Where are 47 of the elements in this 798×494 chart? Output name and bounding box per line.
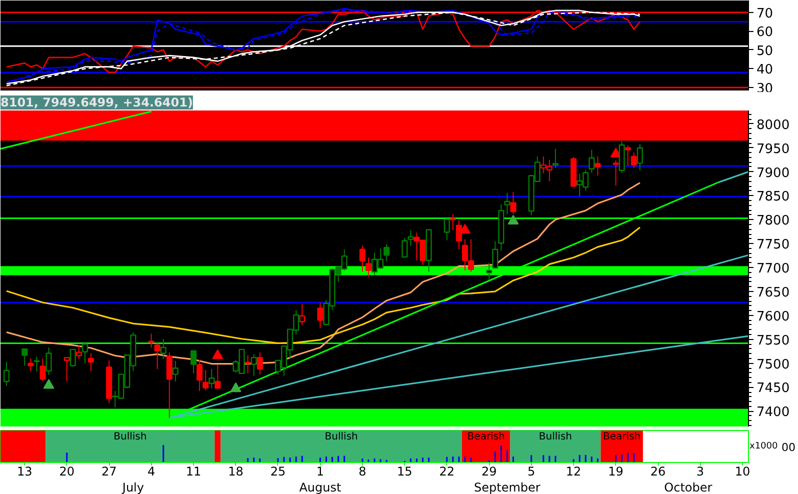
y-tick-label: 7800: [756, 214, 790, 229]
x2-tick-label: July: [121, 480, 144, 494]
x-tick-label: 26: [650, 464, 666, 478]
y-tick-label: 7600: [756, 309, 790, 324]
x-tick-label: 10: [734, 464, 750, 478]
y-tick-label: 7700: [756, 262, 790, 277]
x-tick-label: 1: [316, 464, 324, 478]
y-tick-label: 7650: [756, 285, 790, 300]
y-tick-label: 8000: [756, 118, 790, 133]
x-tick-label: 27: [101, 464, 117, 478]
x-tick-label: 4: [147, 464, 156, 478]
x-tick-label: 12: [566, 464, 582, 478]
y-tick-label: 7500: [756, 357, 790, 372]
x2-tick-label: October: [664, 480, 712, 494]
x-tick-label: 29: [481, 464, 497, 478]
x2-tick-label: August: [299, 480, 342, 494]
text: 00: [782, 441, 796, 454]
x-tick-label: 25: [270, 464, 286, 478]
band-label: Bearish: [603, 431, 641, 442]
chart-title: 8101, 7949.6499, +34.6401): [0, 96, 193, 110]
band-label: Bearish: [467, 431, 505, 442]
y-tick-label: 7950: [756, 142, 790, 157]
y-tick-label: 7400: [756, 405, 790, 420]
y-tick-label: 7900: [756, 166, 790, 181]
y-tick-label: 70: [756, 6, 774, 22]
band-label: Bullish: [324, 431, 358, 442]
y-axis-title: x1000: [750, 442, 778, 452]
x-tick-label: 13: [16, 464, 32, 478]
x-tick-label: 11: [186, 464, 202, 478]
x-tick-label: 20: [59, 464, 74, 478]
x-tick-label: 15: [397, 464, 412, 478]
y-tick-label: 40: [756, 62, 774, 78]
x2-tick-label: September: [474, 480, 540, 494]
band-label: Bullish: [538, 431, 572, 442]
y-tick-label: 7550: [756, 333, 790, 348]
x-tick-label: 18: [228, 464, 244, 478]
band-label: Bullish: [114, 431, 147, 442]
x-tick-label: 8: [358, 464, 366, 478]
y-tick-label: 7450: [756, 381, 790, 396]
x-tick-label: 19: [608, 464, 624, 478]
x-tick-label: 3: [696, 464, 704, 478]
y-tick-label: 50: [756, 44, 774, 59]
x-tick-label: 22: [439, 464, 455, 478]
y-tick-label: 60: [756, 25, 774, 40]
y-tick-label: 7850: [756, 190, 790, 205]
x-tick-label: 5: [528, 464, 536, 478]
y-tick-label: 7750: [756, 238, 790, 253]
